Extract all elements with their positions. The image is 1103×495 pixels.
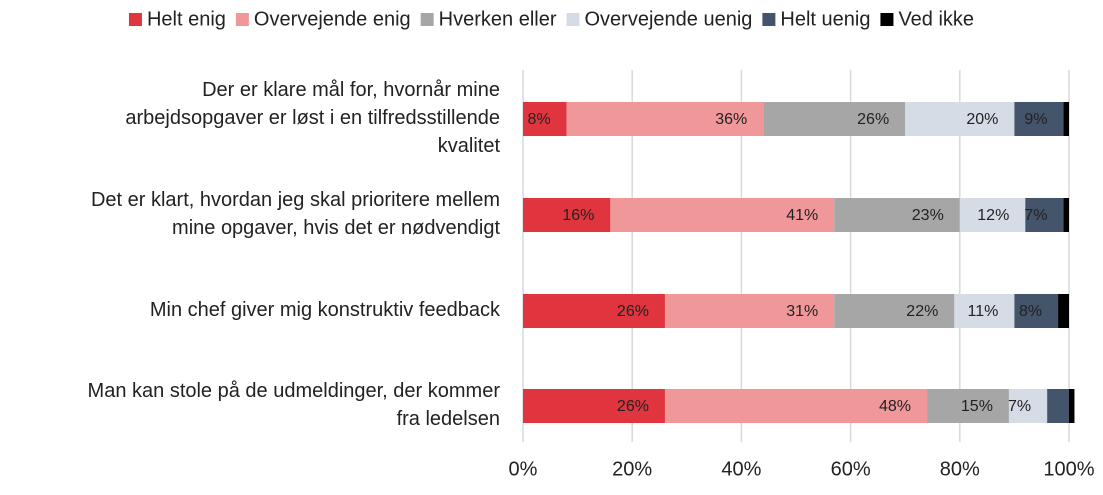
category-line: Det er klart, hvordan jeg skal prioriter… — [91, 189, 500, 211]
legend-label: Helt enig — [147, 8, 226, 30]
legend-swatch — [880, 13, 894, 26]
bar-segment — [1063, 102, 1069, 136]
value-label: 26% — [857, 111, 889, 128]
bar-segment — [905, 102, 1015, 136]
category-line: fra ledelsen — [397, 408, 500, 430]
category-line: Min chef giver mig konstruktiv feedback — [150, 299, 501, 321]
legend-label: Hverken eller — [439, 8, 557, 30]
x-tick-label: 20% — [612, 458, 652, 480]
value-label: 48% — [879, 398, 911, 415]
bar-segment — [1008, 389, 1048, 423]
legend-swatch — [235, 13, 249, 26]
bar-segment — [834, 198, 960, 232]
bar-segment — [834, 294, 955, 328]
x-tick-label: 80% — [940, 458, 980, 480]
legend-swatch — [566, 13, 580, 26]
legend-item: Helt enig — [128, 8, 226, 30]
bar-segment — [523, 389, 665, 423]
bar-segment — [610, 198, 835, 232]
legend-item: Overvejende uenig — [566, 8, 752, 30]
bar-segment — [954, 294, 1015, 328]
value-label: 11% — [968, 303, 999, 320]
bar-segment — [1014, 294, 1059, 328]
legend-item: Overvejende enig — [235, 8, 411, 30]
value-label: 8% — [528, 111, 551, 128]
category-label: Det er klart, hvordan jeg skal prioriter… — [91, 189, 500, 239]
x-tick-label: 0% — [509, 458, 538, 480]
bar-segment — [763, 102, 906, 136]
x-tick-label: 60% — [831, 458, 871, 480]
category-line: Der er klare mål for, hvornår mine — [202, 79, 500, 101]
bar-segment — [1069, 389, 1075, 423]
category-label: Min chef giver mig konstruktiv feedback — [150, 299, 501, 321]
bar-segment — [1063, 198, 1069, 232]
value-label: 7% — [1024, 207, 1047, 224]
value-label: 26% — [617, 303, 649, 320]
legend-swatch — [128, 13, 142, 26]
value-label: 7% — [1008, 398, 1031, 415]
bar-segment — [1014, 102, 1064, 136]
bar-segment — [664, 294, 835, 328]
value-label: 23% — [912, 207, 944, 224]
x-tick-label: 40% — [721, 458, 761, 480]
bar-segment — [927, 389, 1009, 423]
bar-segment — [523, 294, 665, 328]
category-line: mine opgaver, hvis det er nødvendigt — [172, 217, 500, 239]
legend-label: Ved ikke — [898, 8, 974, 30]
value-label: 12% — [977, 207, 1009, 224]
legend-label: Overvejende enig — [254, 8, 411, 30]
value-label: 20% — [966, 111, 998, 128]
legend-label: Helt uenig — [780, 8, 870, 30]
bar-segment — [1047, 389, 1069, 423]
bar-segment — [1025, 198, 1064, 232]
legend-swatch — [420, 13, 434, 26]
category-label: Der er klare mål for, hvornår mine arbejd… — [125, 79, 500, 157]
category-line: Man kan stole på de udmeldinger, der kom… — [88, 380, 501, 402]
category-label: Man kan stole på de udmeldinger, der kom… — [88, 380, 501, 430]
bar-segment — [959, 198, 1026, 232]
value-label: 41% — [786, 207, 818, 224]
legend-label: Overvejende uenig — [584, 8, 752, 30]
value-label: 9% — [1024, 111, 1047, 128]
value-label: 26% — [617, 398, 649, 415]
legend: Helt enig Overvejende enig Hverken eller Ov… — [128, 8, 974, 30]
legend-item: Hverken eller — [420, 8, 557, 30]
legend-item: Helt uenig — [762, 8, 870, 30]
value-label: 22% — [906, 303, 938, 320]
bar-segment — [566, 102, 764, 136]
value-label: 36% — [715, 111, 747, 128]
value-label: 8% — [1019, 303, 1042, 320]
legend-item: Ved ikke — [880, 8, 974, 30]
bar-segment — [1058, 294, 1069, 328]
value-label: 31% — [786, 303, 818, 320]
legend-swatch — [762, 13, 776, 26]
bar-segment — [523, 102, 567, 136]
bar-segment — [664, 389, 928, 423]
category-line: arbejdsopgaver er løst i en tilfredsstil… — [125, 107, 500, 129]
value-label: 15% — [961, 398, 993, 415]
category-line: kvalitet — [438, 135, 501, 157]
x-tick-label: 100% — [1043, 458, 1094, 480]
bar-segment — [523, 198, 611, 232]
value-label: 16% — [562, 207, 594, 224]
